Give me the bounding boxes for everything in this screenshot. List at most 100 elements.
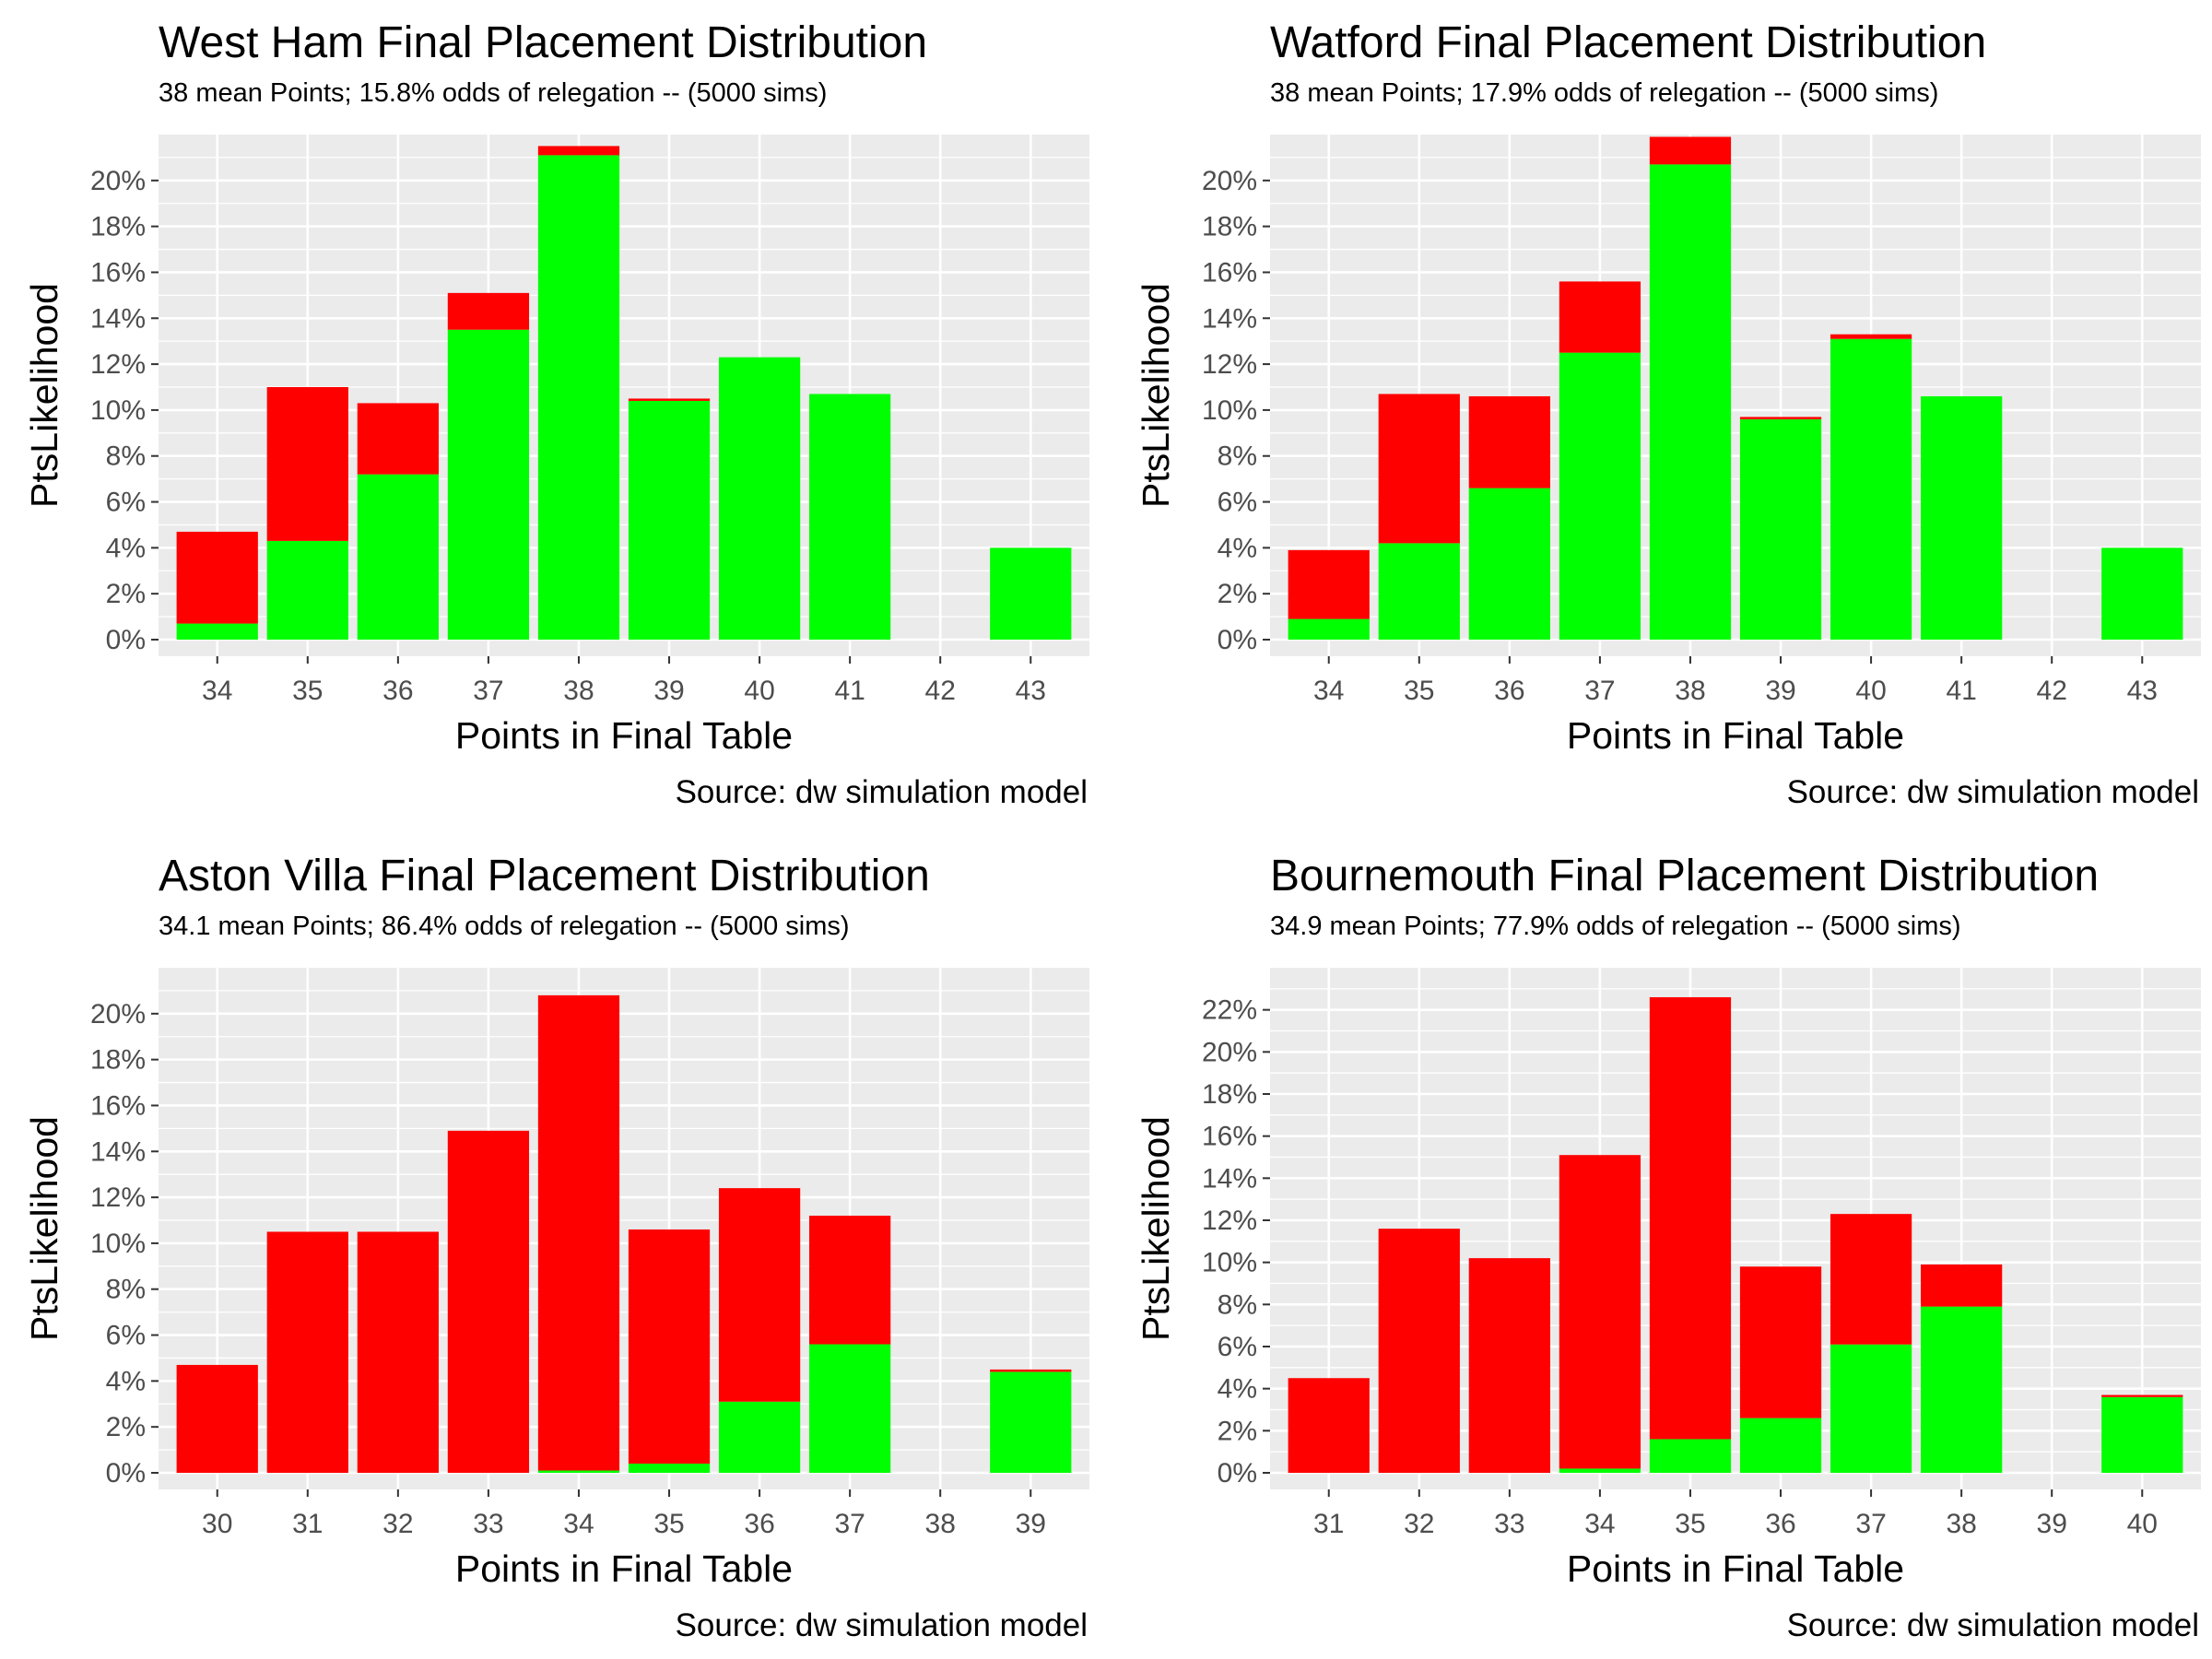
x-tick-label: 41 <box>1946 676 1976 706</box>
bar-safe <box>1739 1418 1822 1473</box>
y-tick-label: 18% <box>1202 1079 1257 1110</box>
x-tick-label: 35 <box>1675 1509 1705 1539</box>
x-axis-title: Points in Final Table <box>1567 1547 1904 1590</box>
y-tick-label: 18% <box>90 212 146 242</box>
bar-safe <box>718 357 801 640</box>
y-tick-label: 0% <box>1218 1458 1257 1488</box>
bar-safe <box>1739 418 1822 640</box>
bar-relegated <box>1468 1258 1550 1473</box>
x-tick-label: 39 <box>1016 1509 1046 1539</box>
bar-safe <box>266 540 348 640</box>
bar-relegated <box>357 403 439 475</box>
bar-relegated <box>1468 395 1550 488</box>
y-tick-label: 16% <box>1202 257 1257 288</box>
bar-relegated <box>1559 281 1641 353</box>
x-axis-title: Points in Final Table <box>455 714 793 757</box>
x-tick-label: 41 <box>834 676 865 706</box>
x-tick-label: 38 <box>1946 1509 1976 1539</box>
bar-relegated <box>1288 549 1370 619</box>
y-tick-label: 16% <box>90 1090 146 1121</box>
y-tick-label: 10% <box>1202 1248 1257 1278</box>
bar-relegated <box>447 1130 530 1473</box>
y-tick-label: 14% <box>1202 303 1257 334</box>
y-tick-label: 8% <box>106 1275 146 1305</box>
y-tick-label: 18% <box>90 1045 146 1076</box>
bar-relegated <box>1649 136 1732 165</box>
x-tick-label: 34 <box>1584 1509 1615 1539</box>
x-tick-label: 42 <box>925 676 956 706</box>
y-tick-label: 4% <box>106 533 146 563</box>
y-tick-label: 14% <box>90 303 146 334</box>
bar-safe <box>537 155 620 640</box>
bar-relegated <box>176 1364 258 1473</box>
x-tick-label: 32 <box>1404 1509 1434 1539</box>
chart-subtitle: 34.9 mean Points; 77.9% odds of relegati… <box>1270 912 1961 941</box>
x-tick-label: 39 <box>2037 1509 2067 1539</box>
y-tick-label: 20% <box>1202 166 1257 196</box>
chart-caption: Source: dw simulation model <box>676 774 1088 810</box>
y-tick-label: 8% <box>1218 441 1257 472</box>
y-tick-label: 0% <box>106 1458 146 1488</box>
x-tick-label: 33 <box>1494 1509 1524 1539</box>
bar-safe <box>809 1344 891 1473</box>
x-tick-label: 43 <box>2127 676 2158 706</box>
bar-safe <box>990 547 1072 640</box>
y-tick-label: 12% <box>1202 1206 1257 1236</box>
x-tick-label: 37 <box>1855 1509 1886 1539</box>
bar-relegated <box>1830 334 1912 339</box>
y-tick-label: 0% <box>106 625 146 655</box>
chart-title: West Ham Final Placement Distribution <box>159 18 927 67</box>
bar-safe <box>1559 352 1641 640</box>
bar-safe <box>447 329 530 640</box>
chart-title: Bournemouth Final Placement Distribution <box>1270 852 2099 900</box>
y-tick-label: 0% <box>1218 625 1257 655</box>
y-tick-label: 16% <box>1202 1122 1257 1152</box>
x-tick-label: 40 <box>1855 676 1886 706</box>
bar-relegated <box>1921 1264 2003 1307</box>
bar-relegated <box>1649 996 1732 1440</box>
x-tick-label: 36 <box>1765 1509 1795 1539</box>
y-tick-label: 14% <box>1202 1163 1257 1194</box>
x-tick-label: 31 <box>292 1509 323 1539</box>
x-tick-label: 31 <box>1313 1509 1344 1539</box>
chart-panel-1: West Ham Final Placement Distribution 38 … <box>23 18 1089 810</box>
bar-safe <box>537 1470 620 1473</box>
bar-safe <box>1649 1439 1732 1473</box>
y-tick-label: 10% <box>90 1229 146 1259</box>
x-tick-label: 39 <box>1765 676 1795 706</box>
chart-caption: Source: dw simulation model <box>1787 1607 2199 1643</box>
bar-safe <box>990 1371 1072 1473</box>
bar-relegated <box>1288 1378 1370 1473</box>
y-tick-label: 18% <box>1202 212 1257 242</box>
bar-safe <box>1288 618 1370 640</box>
x-tick-label: 37 <box>1584 676 1615 706</box>
bar-safe <box>1830 1344 1912 1473</box>
bar-relegated <box>2101 1394 2183 1397</box>
x-tick-label: 38 <box>1675 676 1705 706</box>
bar-safe <box>1830 338 1912 640</box>
y-tick-label: 4% <box>1218 1374 1257 1405</box>
y-tick-label: 2% <box>106 1412 146 1442</box>
bar-relegated <box>1739 417 1822 419</box>
bar-relegated <box>266 387 348 541</box>
y-tick-label: 10% <box>1202 395 1257 426</box>
x-tick-label: 37 <box>834 1509 865 1539</box>
x-tick-label: 36 <box>744 1509 774 1539</box>
bar-safe <box>628 1464 711 1473</box>
x-tick-label: 38 <box>563 676 594 706</box>
bar-relegated <box>1830 1214 1912 1345</box>
bar-safe <box>1921 1306 2003 1473</box>
y-tick-label: 14% <box>90 1136 146 1167</box>
y-tick-label: 10% <box>90 395 146 426</box>
bar-relegated <box>718 1188 801 1402</box>
y-axis-title: PtsLikelihood <box>23 1116 65 1341</box>
bar-safe <box>628 400 711 640</box>
bar-relegated <box>1378 394 1460 544</box>
y-axis-title: PtsLikelihood <box>23 283 65 508</box>
chart-panel-3: Aston Villa Final Placement Distribution… <box>23 852 1089 1643</box>
chart-subtitle: 34.1 mean Points; 86.4% odds of relegati… <box>159 912 850 941</box>
y-tick-label: 12% <box>90 349 146 380</box>
x-axis-title: Points in Final Table <box>1567 714 1904 757</box>
y-tick-label: 16% <box>90 257 146 288</box>
x-tick-label: 34 <box>202 676 232 706</box>
